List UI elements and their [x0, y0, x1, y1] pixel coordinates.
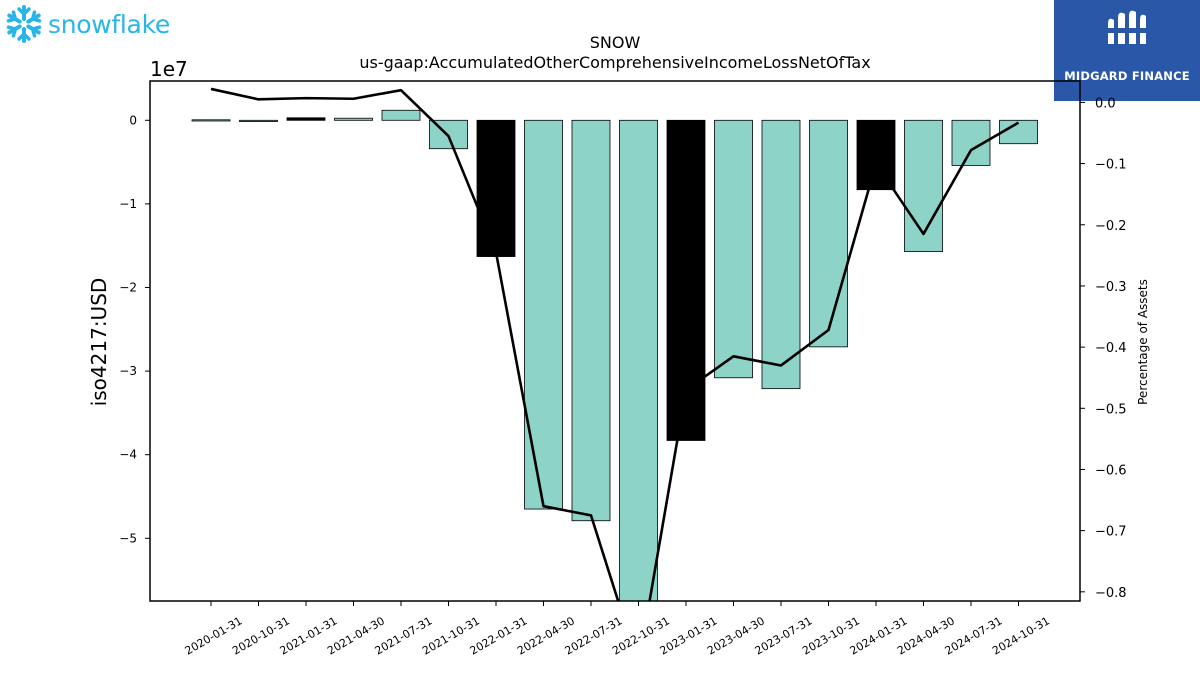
bar: [571, 119, 611, 522]
snowflake-arm: [26, 24, 42, 38]
snowflake-arm: [6, 24, 22, 38]
plot-area: 0 −1 −2 −3 −4 −5 0.0 −0.1 −0.2 −0.3 −0.4 −0.5 −0.6 −0…: [119, 80, 1127, 658]
y2-axis-label: Percentage of Assets: [1136, 279, 1150, 405]
bar: [619, 119, 658, 601]
plot-marks: [191, 87, 1038, 601]
y2-tick-label: −0.8: [1095, 586, 1127, 601]
snowflake-arm: [26, 10, 42, 24]
bar: [714, 119, 753, 379]
snowflake-arm: [17, 27, 31, 43]
bar: [999, 119, 1038, 145]
brand-name: snowflake: [48, 9, 170, 39]
brand-logo: snowflake: [4, 4, 170, 44]
bar: [476, 119, 516, 257]
y-tick-label: −1: [119, 197, 137, 211]
bar: [666, 119, 706, 441]
y2-tick-label: −0.5: [1095, 402, 1127, 417]
chart-title: SNOW: [590, 33, 641, 52]
bar: [334, 117, 373, 121]
percentage-line: [210, 87, 1020, 601]
y2-tick-label: −0.2: [1095, 219, 1127, 234]
y-tick-label: −4: [119, 448, 137, 462]
y2-tick-label: −0.6: [1095, 463, 1127, 478]
y-axis-multiplier: 1e7: [150, 57, 188, 81]
bar: [856, 119, 896, 191]
midgard-logo-icon: [1106, 10, 1148, 45]
y2-tick-label: −0.4: [1095, 341, 1127, 356]
y-tick-label: −3: [119, 364, 137, 378]
midgard-finance-name: MIDGARD FINANCE: [1064, 69, 1190, 83]
y-tick-label: 0: [129, 113, 137, 127]
bar: [904, 119, 943, 252]
y2-tick-label: −0.7: [1095, 525, 1127, 540]
y2-tick-label: −0.1: [1095, 158, 1127, 173]
bar: [239, 119, 278, 122]
bar: [524, 119, 563, 510]
snowflake-arm: [6, 10, 22, 24]
bar: [761, 119, 801, 390]
bar: [191, 119, 231, 122]
plot-frame: [149, 80, 1081, 602]
y-tick-label: −5: [119, 531, 137, 545]
bar: [809, 119, 848, 348]
y2-tick-label: −0.3: [1095, 280, 1127, 295]
bar: [381, 109, 421, 121]
snowflake-arm: [17, 5, 31, 21]
y-tick-label: −2: [119, 280, 137, 294]
chart-subtitle: us-gaap:AccumulatedOtherComprehensiveInc…: [359, 53, 870, 72]
midgard-finance-badge: MIDGARD FINANCE: [1054, 0, 1200, 101]
bar: [286, 117, 326, 121]
y-axis-label: iso4217:USD: [87, 278, 111, 407]
snowflake-icon: [6, 5, 42, 43]
y2-tick-label: 0.0: [1095, 96, 1116, 111]
